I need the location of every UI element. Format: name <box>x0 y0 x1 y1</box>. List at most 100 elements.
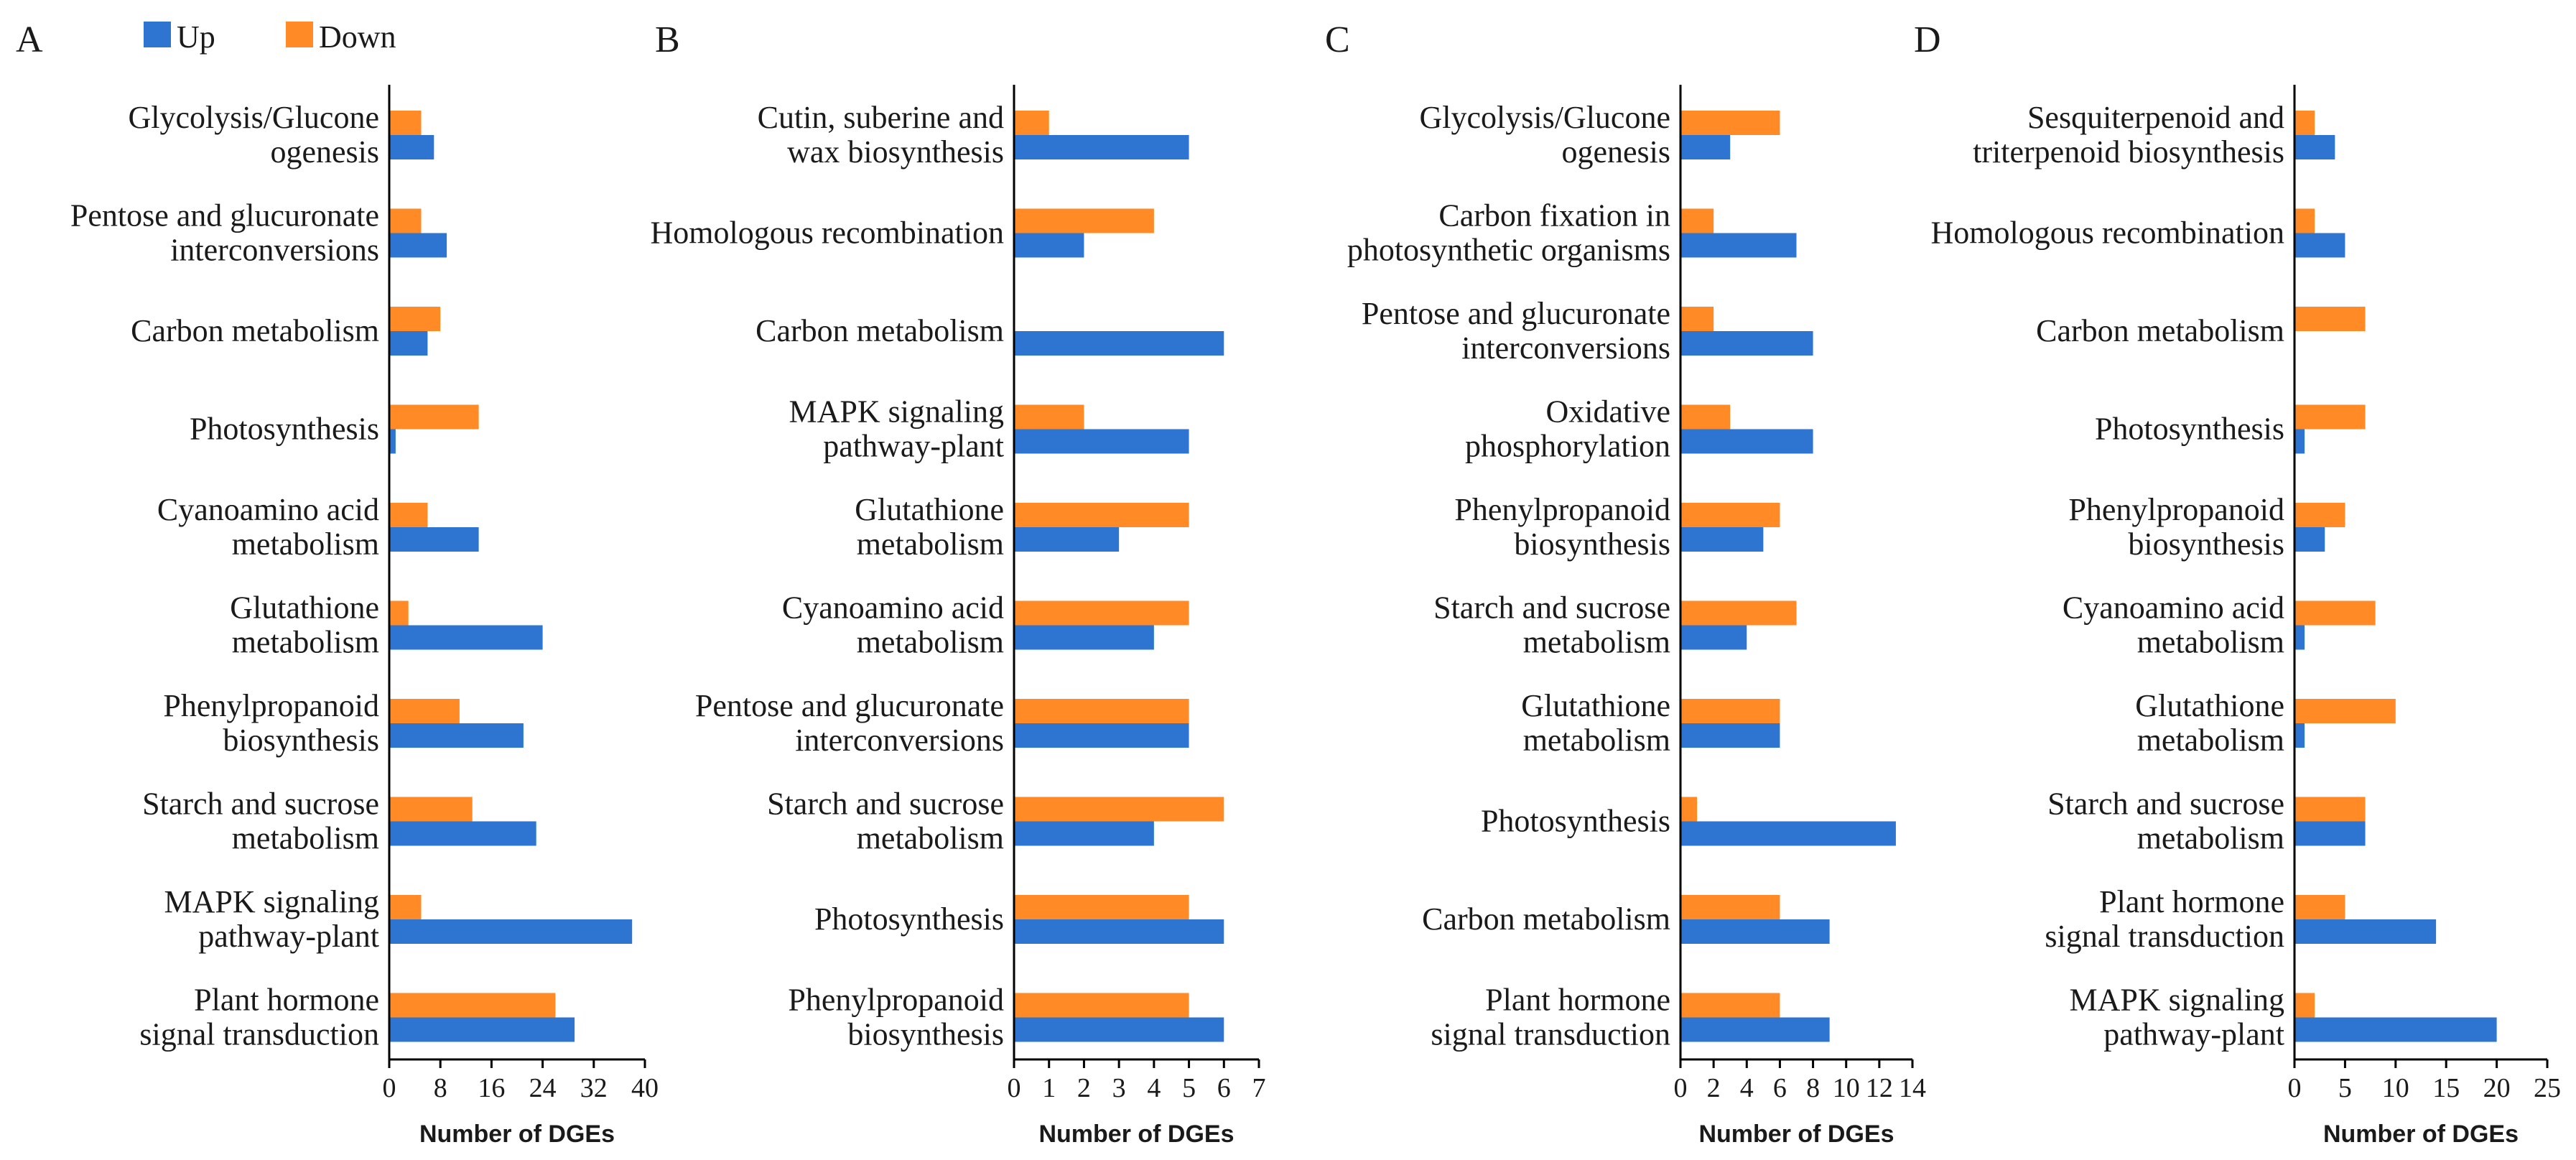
category-label: signal transduction <box>139 1017 379 1052</box>
bar-down <box>1680 600 1797 626</box>
x-tick-label: 15 <box>2432 1073 2460 1103</box>
bar-up <box>1680 527 1764 552</box>
x-tick-label: 8 <box>434 1073 447 1103</box>
category-label: Glutathione <box>855 492 1004 527</box>
category-label: Starch and sucrose <box>2047 787 2284 822</box>
x-tick-label: 7 <box>1252 1073 1266 1103</box>
bar-up <box>2294 429 2305 454</box>
legend: Up Down <box>144 19 396 55</box>
category-label: biosynthesis <box>2128 526 2284 562</box>
category-label: signal transduction <box>2045 919 2284 954</box>
x-axis-title: Number of DGEs <box>1038 1120 1234 1148</box>
category-label: Carbon metabolism <box>2036 313 2284 348</box>
bar-up <box>1014 625 1154 650</box>
category-label: Photosynthesis <box>2095 412 2284 447</box>
category-label: triterpenoid biosynthesis <box>1973 134 2284 170</box>
category-label: signal transduction <box>1431 1017 1670 1052</box>
category-label: biosynthesis <box>847 1017 1004 1052</box>
category-label: Pentose and glucuronate <box>1362 296 1670 331</box>
bar-down <box>2294 404 2366 430</box>
category-label: wax biosynthesis <box>787 134 1004 170</box>
bar-up <box>389 919 633 944</box>
bar-down <box>1680 895 1780 919</box>
bar-up <box>1680 625 1747 650</box>
bar-up <box>389 625 543 650</box>
x-tick-label: 0 <box>383 1073 396 1103</box>
bar-down <box>1680 993 1780 1018</box>
category-label: Phenylpropanoid <box>2068 492 2284 527</box>
x-tick-label: 20 <box>2483 1073 2511 1103</box>
bar-down <box>1014 111 1049 135</box>
category-label: Photosynthesis <box>814 901 1004 937</box>
category-label: metabolism <box>2137 723 2284 758</box>
category-label: Phenylpropanoid <box>1454 492 1670 527</box>
panel-letter: A <box>16 19 43 60</box>
category-label: pathway-plant <box>2103 1017 2284 1052</box>
category-label: Homologous recombination <box>1931 215 2285 251</box>
category-label: Oxidative <box>1545 394 1670 430</box>
bar-down <box>1680 307 1714 331</box>
x-tick-label: 6 <box>1773 1073 1787 1103</box>
bar-up <box>1014 527 1120 552</box>
bar-down <box>2294 503 2345 527</box>
bar-up <box>1680 1017 1830 1042</box>
bar-up <box>1014 723 1189 748</box>
category-label: ogenesis <box>270 134 379 170</box>
category-label: MAPK signaling <box>2070 983 2284 1018</box>
bar-down <box>1680 797 1698 822</box>
bar-up <box>1014 331 1224 356</box>
category-label: Glutathione <box>1521 688 1670 723</box>
bar-up <box>1680 331 1813 356</box>
x-tick-label: 10 <box>1833 1073 1860 1103</box>
bar-down <box>1014 993 1189 1018</box>
category-label: Carbon fixation in <box>1438 198 1670 233</box>
bar-down <box>1014 404 1084 430</box>
bar-down <box>389 699 460 723</box>
panel-letter: C <box>1325 19 1350 60</box>
category-label: Homologous recombination <box>651 215 1005 251</box>
bar-down <box>2294 600 2376 626</box>
bar-down <box>389 503 428 527</box>
bar-down <box>1680 208 1714 233</box>
category-label: biosynthesis <box>223 723 379 758</box>
category-label: metabolism <box>1523 625 1670 660</box>
x-tick-label: 4 <box>1740 1073 1754 1103</box>
bar-down <box>1014 600 1189 626</box>
category-label: MAPK signaling <box>789 394 1004 430</box>
category-label: Glycolysis/Glucone <box>128 100 379 135</box>
bar-up <box>389 821 536 846</box>
category-label: Starch and sucrose <box>142 787 379 822</box>
category-label: photosynthetic organisms <box>1347 233 1670 268</box>
bar-up <box>2294 1017 2497 1042</box>
category-label: Photosynthesis <box>1481 804 1670 839</box>
category-label: Plant hormone <box>194 983 379 1018</box>
bar-down <box>1014 208 1154 233</box>
bar-up <box>1014 1017 1224 1042</box>
category-label: Cyanoamino acid <box>782 590 1004 626</box>
bar-down <box>2294 208 2315 233</box>
x-axis-title: Number of DGEs <box>419 1120 615 1148</box>
bar-up <box>2294 625 2305 650</box>
x-tick-label: 3 <box>1112 1073 1126 1103</box>
legend-label-down: Down <box>319 19 396 55</box>
category-label: Plant hormone <box>2099 884 2284 919</box>
panel-letter: D <box>1914 19 1941 60</box>
bar-up <box>1014 135 1189 159</box>
bar-up <box>2294 233 2345 258</box>
bar-up <box>2294 135 2335 159</box>
category-label: interconversions <box>1461 330 1670 366</box>
bar-down <box>2294 895 2345 919</box>
x-tick-label: 14 <box>1899 1073 1926 1103</box>
category-label: pathway-plant <box>823 429 1004 464</box>
bar-up <box>1680 723 1780 748</box>
category-label: metabolism <box>857 526 1004 562</box>
category-label: Starch and sucrose <box>1433 590 1670 626</box>
bar-down <box>2294 307 2366 331</box>
category-label: Carbon metabolism <box>755 313 1004 348</box>
bar-down <box>2294 797 2366 822</box>
category-label: Glutathione <box>2135 688 2284 723</box>
bar-up <box>389 1017 575 1042</box>
